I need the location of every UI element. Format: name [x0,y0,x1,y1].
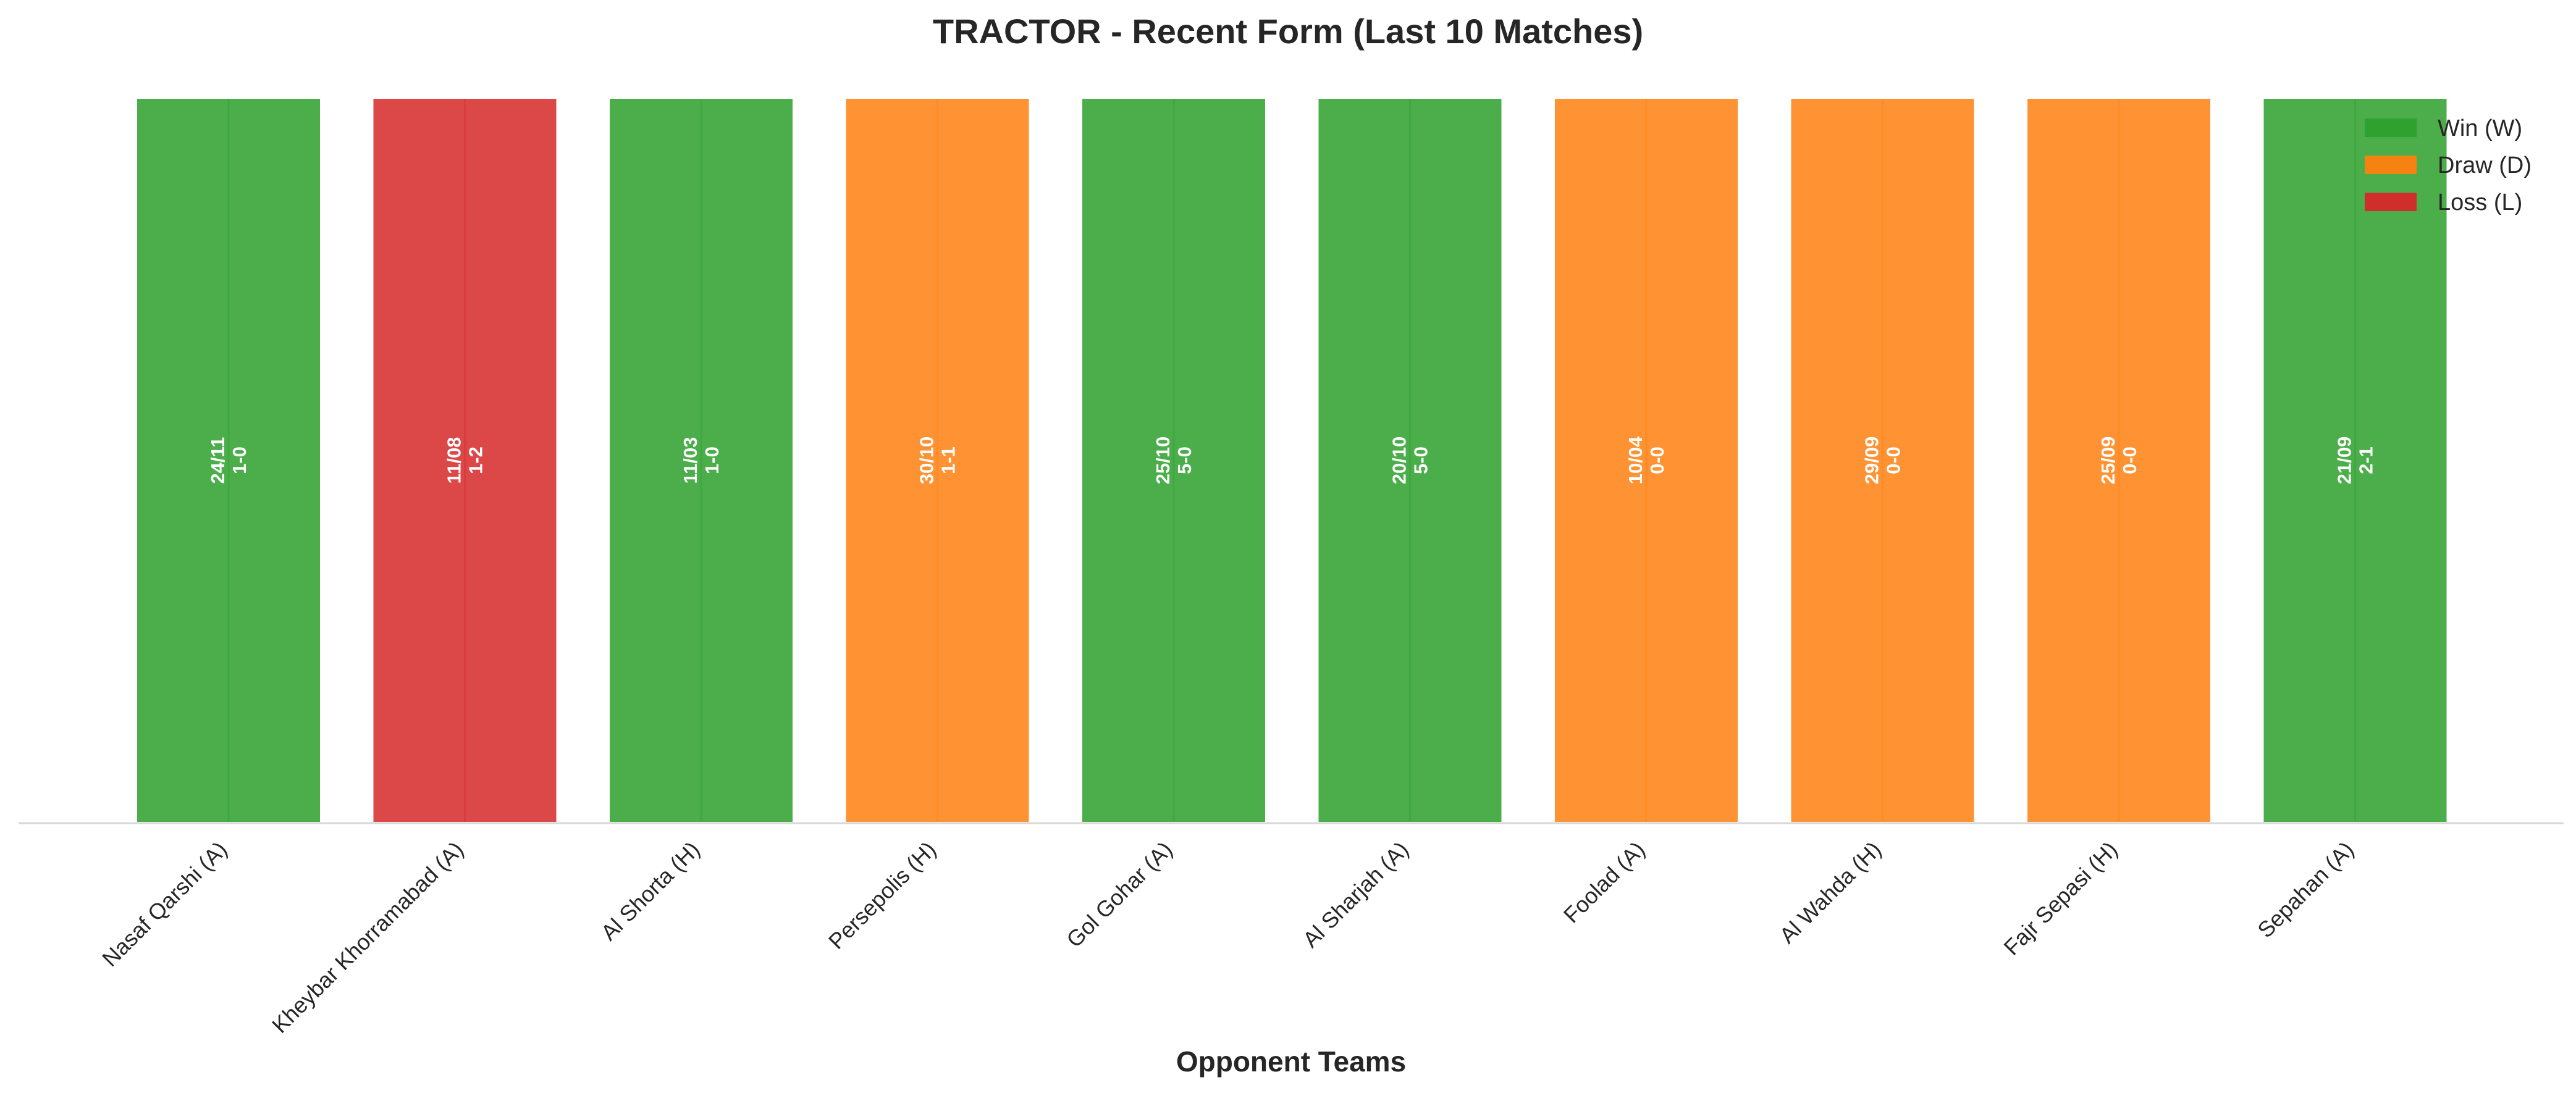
bar-label-group-5: 25/10 5-0 [1152,437,1195,485]
bar-6 [1316,96,1504,824]
bar-date-label-7: 10/04 [1625,436,1646,484]
bar-label-group-8: 29/09 0-0 [1861,437,1905,485]
x-tick-label-7: Foolad (A) [1559,837,1650,928]
bars-layer [135,96,2449,824]
bar-label-group-3: 11/03 1-0 [680,437,723,484]
x-tick-labels: Nasaf Qarshi (A) Kheybar Khorramabad (A) A… [97,837,2359,1038]
bar-date-label-2: 11/08 [444,437,465,484]
x-tick-label-6: Al Sharjah (A) [1298,837,1413,952]
bar-score-label-9: 0-0 [2119,446,2140,474]
bar-label-group-7: 10/04 0-0 [1625,436,1668,484]
bar-4 [843,96,1032,824]
bar-score-label-7: 0-0 [1646,446,1668,474]
bar-label-group-9: 25/09 0-0 [2097,437,2140,485]
x-tick-label-8: Al Wahda (H) [1774,837,1886,949]
bar-2 [371,96,559,824]
bar-score-label-1: 1-0 [229,446,250,474]
x-tick-label-2: Kheybar Khorramabad (A) [267,837,468,1038]
legend-swatch-w [2365,119,2417,137]
bar-score-label-10: 2-1 [2355,446,2377,474]
bar-score-label-4: 1-1 [938,446,959,474]
legend-swatch-l [2365,193,2417,211]
bar-3 [607,96,795,824]
x-tick-label-1: Nasaf Qarshi (A) [97,837,232,972]
bar-date-label-3: 11/03 [680,437,701,484]
bar-score-label-5: 5-0 [1174,446,1195,474]
bar-date-label-6: 20/10 [1389,437,1410,485]
bar-date-label-4: 30/10 [916,437,938,485]
bar-label-group-1: 24/11 1-0 [207,437,250,484]
x-tick-label-5: Gol Gohar (A) [1061,837,1177,952]
bar-5 [1080,96,1268,824]
x-tick-label-9: Fajr Sepasi (H) [1999,837,2123,960]
legend: Win (W) Draw (D) Loss (L) [2365,115,2532,216]
chart-title: TRACTOR - Recent Form (Last 10 Matches) [933,12,1643,51]
x-tick-label-4: Persepolis (H) [823,837,941,954]
bar-score-label-2: 1-2 [465,446,487,474]
bar-score-label-8: 0-0 [1883,446,1905,474]
bar-1 [135,96,322,824]
legend-label-l: Loss (L) [2438,190,2522,216]
legend-label-w: Win (W) [2438,115,2522,141]
bar-8 [1788,96,1977,824]
legend-label-d: Draw (D) [2438,153,2532,178]
x-axis-label: Opponent Teams [1176,1045,1406,1078]
bar-label-group-6: 20/10 5-0 [1389,437,1432,485]
legend-swatch-d [2365,156,2417,174]
bar-date-label-10: 21/09 [2334,437,2355,485]
bar-label-group-4: 30/10 1-1 [916,437,959,485]
bar-10 [2261,96,2449,824]
bar-label-group-10: 21/09 2-1 [2334,437,2377,485]
bar-score-label-6: 5-0 [1410,446,1432,474]
bar-7 [1552,96,1740,824]
x-tick-label-10: Sepahan (A) [2252,837,2359,943]
bar-labels-layer: 24/11 1-0 11/08 1-2 11/03 1-0 30/10 1-1 25/10 5-0… [207,436,2377,484]
bar-date-label-5: 25/10 [1152,437,1174,485]
bar-date-label-8: 29/09 [1861,437,1883,485]
bar-date-label-1: 24/11 [207,437,229,484]
bar-score-label-3: 1-0 [701,446,723,474]
x-tick-label-3: Al Shorta (H) [596,837,705,945]
bar-date-label-9: 25/09 [2097,437,2119,485]
bar-label-group-2: 11/08 1-2 [444,437,487,484]
